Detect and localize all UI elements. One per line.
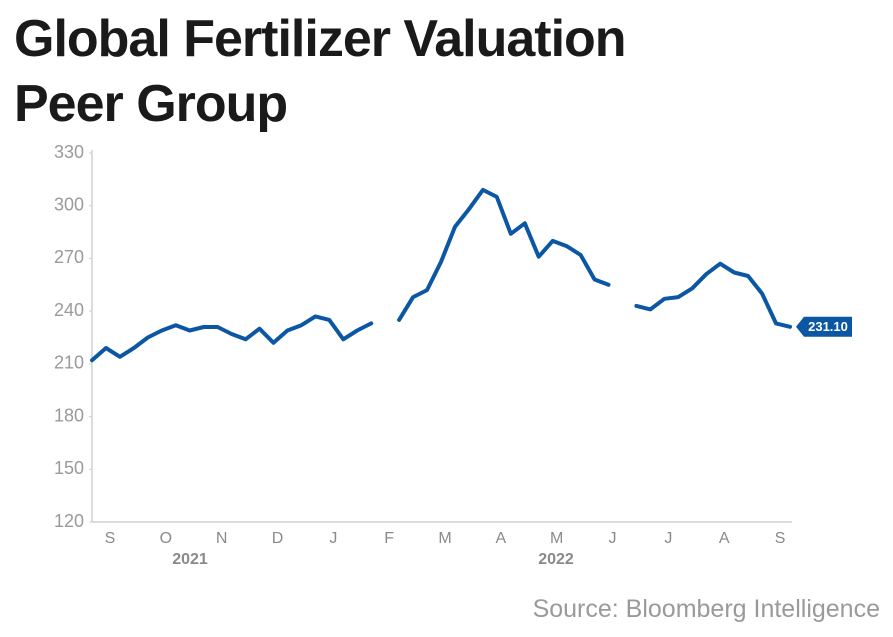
x-tick-label: J (609, 530, 617, 547)
x-tick-label: M (550, 530, 563, 547)
x-tick-label: D (272, 530, 284, 547)
x-tick-label: S (775, 530, 786, 547)
x-tick-label: J (329, 530, 337, 547)
x-tick-label: F (384, 530, 394, 547)
x-tick-label: A (496, 530, 507, 547)
y-tick-label: 180 (54, 405, 84, 425)
x-tick-label: S (105, 530, 116, 547)
x-tick-label: N (216, 530, 228, 547)
x-tick-label: J (664, 530, 672, 547)
y-tick-label: 330 (54, 142, 84, 162)
x-tick-label: O (160, 530, 172, 547)
x-tick-label: A (719, 530, 730, 547)
chart-title: Peer Group (14, 75, 287, 133)
chart-title: Global Fertilizer Valuation (14, 10, 626, 68)
value-label: 231.10 (808, 319, 848, 334)
y-tick-label: 150 (54, 458, 84, 478)
y-tick-label: 270 (54, 247, 84, 267)
y-tick-label: 300 (54, 194, 84, 214)
y-tick-label: 210 (54, 353, 84, 373)
year-label: 2021 (172, 551, 208, 568)
y-tick-label: 240 (54, 300, 84, 320)
line-series (90, 187, 792, 363)
y-tick-label: 120 (54, 511, 84, 531)
source: Source: Bloomberg Intelligence (533, 595, 880, 623)
value-tag (796, 316, 852, 337)
x-tick-label: M (438, 530, 451, 547)
year-label: 2022 (538, 551, 574, 568)
